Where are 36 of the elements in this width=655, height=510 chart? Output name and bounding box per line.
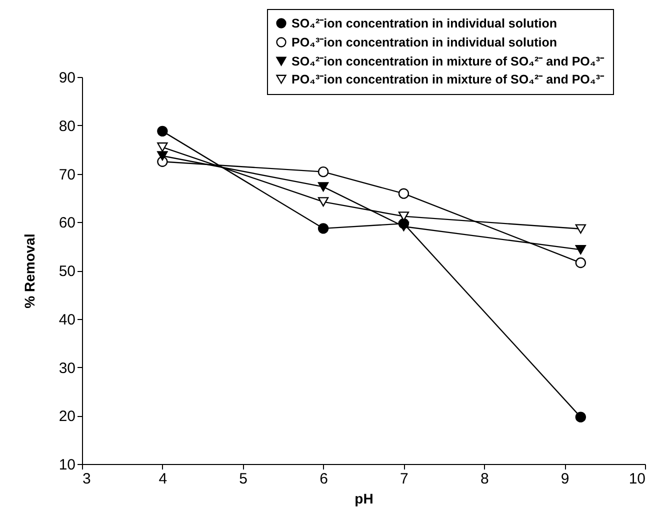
point <box>575 412 586 422</box>
legend-label: SO₄²⁻ion concentration in mixture of SO₄²⁻ and PO₄³⁻ <box>292 54 606 68</box>
point <box>398 222 410 232</box>
point <box>157 151 168 161</box>
y-tick-label: 50 <box>58 263 76 280</box>
y-tick-label: 90 <box>58 70 76 86</box>
y-tick-label: 80 <box>58 118 76 135</box>
x-axis-title: pH <box>354 490 374 506</box>
point <box>318 223 329 234</box>
point <box>157 142 168 152</box>
point <box>318 182 329 192</box>
point <box>575 224 586 234</box>
y-axis-title: % Removal <box>22 234 38 308</box>
y-tick-label: 70 <box>58 166 76 184</box>
legend-label: PO₄³⁻ion concentration in individual solution <box>292 35 558 50</box>
x-tick-label: 8 <box>480 470 489 488</box>
x-tick-label: 9 <box>560 470 570 488</box>
y-tick-label: 40 <box>58 311 76 328</box>
point <box>157 126 168 137</box>
x-tick-label: 6 <box>320 470 328 488</box>
y-tick-label: 30 <box>58 360 76 377</box>
y-tick-label: 60 <box>58 214 76 232</box>
point <box>318 197 329 207</box>
y-tick-label: 20 <box>58 408 76 426</box>
x-tick-label: 5 <box>239 470 248 488</box>
y-tick-label: 10 <box>58 456 76 474</box>
x-tick-label: 4 <box>158 470 168 488</box>
x-tick-label: 10 <box>628 470 646 488</box>
legend-label: SO₄²⁻ion concentration in individual solution <box>292 16 558 30</box>
legend-label: PO₄³⁻ion concentration in mixture of SO₄²⁻ and PO₄³⁻ <box>292 72 606 86</box>
point <box>575 257 586 268</box>
point <box>398 188 410 199</box>
point <box>318 166 329 178</box>
x-tick-label: 7 <box>400 470 408 488</box>
point <box>575 244 586 254</box>
x-tick-label: 3 <box>82 470 91 488</box>
